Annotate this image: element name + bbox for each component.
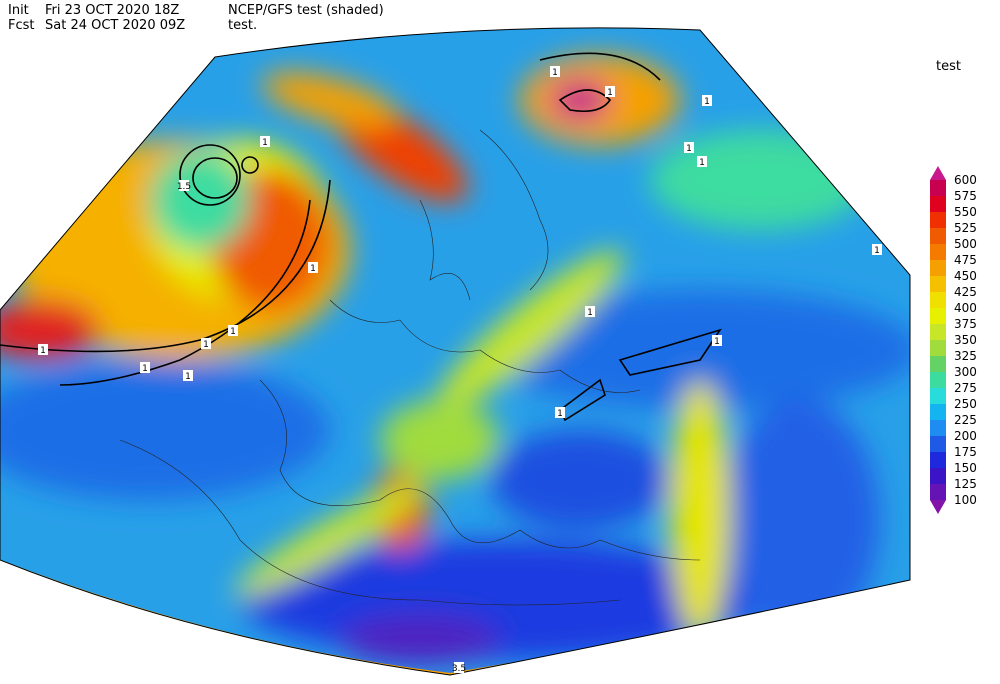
colorbar-label: 100 (954, 493, 977, 507)
colorbar-swatch (930, 436, 946, 452)
contour-label: 1 (185, 372, 191, 382)
contour-label: 1.5 (177, 182, 191, 192)
colorbar-swatch (930, 212, 946, 228)
colorbar-label: 200 (954, 429, 977, 443)
colorbar-label: 150 (954, 461, 977, 475)
fcst-time: Sat 24 OCT 2020 09Z (45, 18, 185, 33)
contour-label-box (550, 66, 560, 77)
fcst-label: Fcst (8, 18, 35, 33)
contour-label: 1 (874, 246, 880, 256)
colorbar-label: 600 (954, 173, 977, 187)
colorbar-swatch (930, 324, 946, 340)
contour-label: 3.5 (452, 664, 466, 674)
contour-label: 1 (557, 409, 563, 419)
colorbar-swatch (930, 244, 946, 260)
colorbar-swatch (930, 372, 946, 388)
colorbar-swatch (930, 420, 946, 436)
colorbar-label: 475 (954, 253, 977, 267)
colorbar-bottom-triangle (930, 500, 946, 514)
colorbar-label: 425 (954, 285, 977, 299)
contour-label-box (872, 244, 882, 255)
contour-label-box (38, 344, 48, 355)
contour-field: test. (228, 18, 257, 33)
map-field (0, 27, 910, 676)
contour-label: 1 (607, 88, 613, 98)
colorbar-swatch (930, 228, 946, 244)
init-label: Init (8, 3, 29, 18)
contour-label-box (585, 306, 595, 317)
contour-label: 1 (40, 346, 46, 356)
contour-label: 1 (714, 337, 720, 347)
contour-label-box (260, 136, 270, 147)
colorbar-swatch (930, 404, 946, 420)
colorbar-label: 325 (954, 349, 977, 363)
colorbar-label: 375 (954, 317, 977, 331)
contour-label: 1 (587, 308, 593, 318)
coastlines (119, 129, 701, 606)
contour-label-box (308, 262, 318, 273)
contour-label-box (697, 156, 707, 167)
colorbar-label: 400 (954, 301, 977, 315)
colorbar-label: 525 (954, 221, 977, 235)
contour-label: 1 (699, 158, 705, 168)
contour-label-box (454, 662, 464, 673)
colorbar: 600 575 550 525 500 475 450 425 400 375 350 325 300 2… (930, 166, 977, 514)
colorbar-swatch (930, 260, 946, 276)
colorbar-label: 350 (954, 333, 977, 347)
contour-label: 1 (262, 138, 268, 148)
colorbar-top-triangle (930, 166, 946, 180)
colorbar-swatch (930, 388, 946, 404)
contour-label-box (228, 325, 238, 336)
contour-label-box (179, 180, 189, 191)
colorbar-swatch (930, 180, 946, 196)
init-time: Fri 23 OCT 2020 18Z (45, 3, 179, 18)
contour-label: 1 (230, 327, 236, 337)
contour-label: 1 (310, 264, 316, 274)
map-border (0, 27, 911, 676)
colorbar-label: 550 (954, 205, 977, 219)
contours (0, 52, 722, 422)
colorbar-label: 275 (954, 381, 977, 395)
contour-label-box (684, 142, 694, 153)
contour-label-box (712, 335, 722, 346)
contour-label: 1 (142, 364, 148, 374)
colorbar-swatch (930, 484, 946, 500)
colorbar-label: 450 (954, 269, 977, 283)
colorbar-swatch (930, 356, 946, 372)
contour-label-box (201, 338, 211, 349)
colorbar-swatch (930, 468, 946, 484)
colorbar-label: 250 (954, 397, 977, 411)
contour-label-box (183, 370, 193, 381)
colorbar-label: 225 (954, 413, 977, 427)
colorbar-label: 125 (954, 477, 977, 491)
contour-label-box (555, 407, 565, 418)
colorbar-swatch (930, 196, 946, 212)
contour-label: 1 (704, 97, 710, 107)
colorbar-label: 500 (954, 237, 977, 251)
contour-label-box (140, 362, 150, 373)
contour-label: 1 (203, 340, 209, 350)
legend-title: test (936, 59, 961, 74)
colorbar-label: 300 (954, 365, 977, 379)
contour-label-box (605, 86, 615, 97)
colorbar-swatch (930, 292, 946, 308)
model: NCEP/GFS test (shaded) (228, 3, 384, 18)
colorbar-swatch (930, 276, 946, 292)
colorbar-swatch (930, 340, 946, 356)
colorbar-swatch (930, 452, 946, 468)
contour-label: 1 (552, 68, 558, 78)
contour-label: 1 (686, 144, 692, 154)
colorbar-label: 175 (954, 445, 977, 459)
contour-label-box (702, 95, 712, 106)
colorbar-swatch (930, 308, 946, 324)
colorbar-label: 575 (954, 189, 977, 203)
